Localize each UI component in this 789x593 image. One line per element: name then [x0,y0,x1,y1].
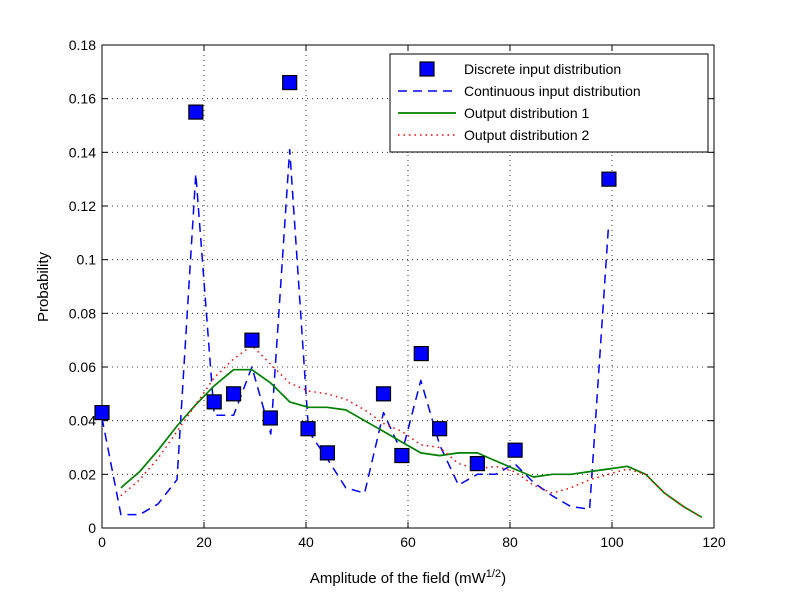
data-point-marker [394,447,410,464]
y-tick-label: 0.04 [69,413,96,429]
legend-label: Discrete input distribution [464,61,621,77]
series-line-output-1 [120,368,703,519]
y-tick-label: 0.06 [69,359,96,375]
legend-item: Output distribution 1 [398,105,590,121]
series-layer [94,74,703,519]
data-point-marker [319,445,336,461]
y-tick-label: 0.14 [69,144,96,160]
y-tick-label: 0.02 [69,466,96,482]
legend-marker [419,61,435,77]
x-axis-label: Amplitude of the field (mW1/2) [310,568,506,587]
legend-label: Output distribution 2 [464,127,590,143]
x-tick-label: 40 [298,534,314,550]
data-point-marker [282,74,298,91]
legend-item: Output distribution 2 [398,127,590,143]
y-tick-label: 0.1 [77,252,97,268]
data-point-marker [469,456,485,472]
legend-item: Continuous input distribution [398,83,641,99]
data-point-marker [507,442,523,458]
data-point-marker [94,405,110,421]
y-axis-label: Probability [35,251,52,322]
y-tick-label: 0.18 [69,37,96,53]
data-point-marker [244,332,260,348]
y-tick-label: 0.12 [69,198,96,214]
series-discrete-input [94,74,617,472]
series-line-continuous-input [101,148,610,516]
y-tick-label: 0 [88,520,96,536]
x-tick-label: 100 [600,534,624,550]
y-tick-label: 0.08 [69,305,96,321]
x-tick-label: 80 [502,534,518,550]
data-point-marker [375,386,392,402]
axis-ticks: 0 20 40 60 80 100 120 0 0.02 0.04 0.06 0.08 0.1 0.12 0… [69,37,726,550]
x-tick-label: 120 [702,534,726,550]
data-point-marker [300,421,316,437]
legend-label: Output distribution 1 [464,105,590,121]
data-point-marker [225,386,242,402]
x-tick-label: 20 [196,534,212,550]
legend-item: Discrete input distribution [419,61,621,77]
data-point-marker [206,394,222,410]
data-point-marker [188,104,204,120]
x-tick-label: 0 [98,534,106,550]
y-tick-label: 0.16 [69,91,96,107]
legend: Discrete input distribution Continuous in… [389,53,709,153]
data-point-marker [413,345,429,362]
x-tick-label: 60 [400,534,416,550]
data-point-marker [601,171,617,187]
legend-label: Continuous input distribution [464,83,641,99]
data-point-marker [262,410,278,426]
data-point-marker [432,421,448,437]
